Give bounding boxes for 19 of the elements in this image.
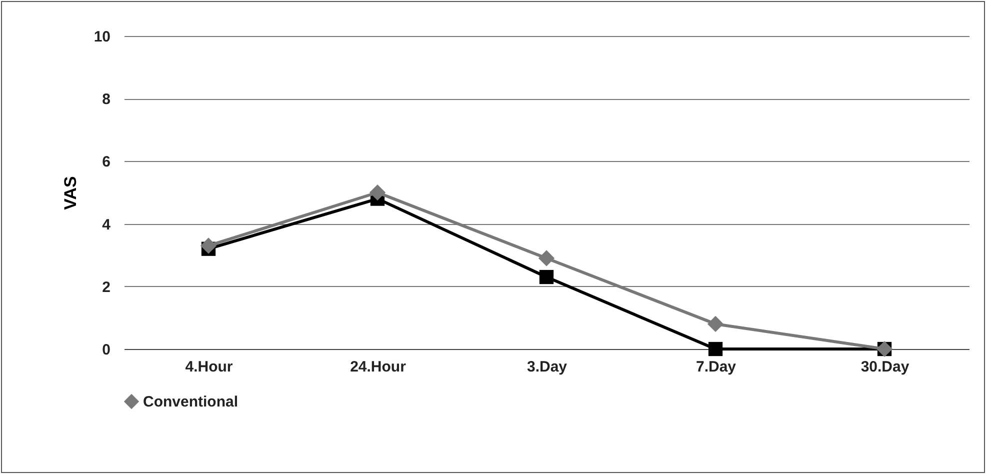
point (707, 316, 724, 332)
x-tick-label: 7.Day (696, 358, 737, 376)
point (708, 342, 723, 356)
legend-label: Conventional (143, 394, 238, 410)
point (369, 184, 386, 201)
point (200, 238, 217, 254)
y-tick-label: 4 (102, 216, 112, 234)
y-tick-label: 10 (94, 28, 110, 46)
x-tick-label: 3.Day (526, 358, 568, 376)
x-tick-label: 30.Day (860, 358, 910, 376)
y-tick-label: 0 (102, 342, 110, 358)
y-tick-label: 6 (102, 154, 110, 171)
y-tick-label: 2 (102, 278, 110, 296)
x-tick-label: 24.Hour (350, 358, 406, 376)
x-tick-label: 4.Hour (185, 358, 233, 376)
point (539, 270, 554, 284)
y-axis-title: VAS (60, 176, 80, 210)
point (538, 250, 555, 266)
y-tick-label: 8 (102, 91, 110, 108)
